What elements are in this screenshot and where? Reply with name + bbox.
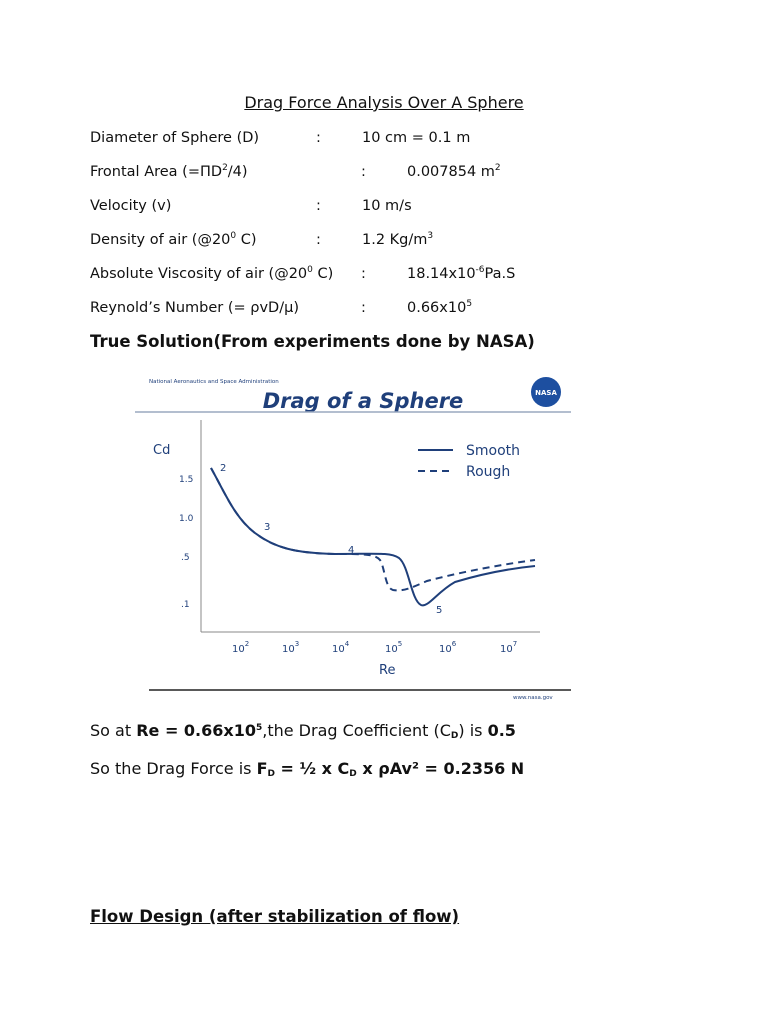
prop-value: 1.2 Kg/m3 (362, 231, 433, 249)
text: 10 cm = 0.1 m (362, 130, 471, 146)
exp: 5 (398, 640, 402, 648)
point-label: 4 (348, 545, 354, 556)
y-tick-label: 1.5 (179, 475, 193, 485)
credit: www.nasa.gov (513, 695, 553, 701)
x-tick-label: 107 (500, 640, 517, 655)
base: 10 (385, 644, 398, 655)
colon: : (361, 300, 366, 316)
text: Diameter of Sphere (D) (90, 130, 260, 146)
logo (531, 377, 561, 407)
text: F (256, 759, 268, 778)
text: ) is (458, 721, 488, 740)
colon: : (316, 130, 321, 146)
y-tick-label: 1.0 (179, 514, 194, 524)
colon: : (361, 164, 366, 180)
text: Re = 0.66x10 (136, 721, 256, 740)
text: C) (312, 266, 334, 282)
section-heading: True Solution(From experiments done by N… (90, 332, 535, 351)
text: /4) (227, 164, 248, 180)
y-label: Cd (153, 443, 170, 458)
point-label: 5 (436, 605, 442, 616)
text: 0.007854 m (407, 164, 495, 180)
sub: D (349, 769, 357, 779)
sup: 2 (494, 163, 501, 173)
x-tick-label: 102 (232, 640, 249, 655)
text: ,the Drag Coefficient (C (262, 721, 451, 740)
exp: 4 (345, 640, 350, 648)
text: = ½ x C (274, 759, 350, 778)
text: Velocity (v) (90, 198, 172, 214)
colon: : (316, 232, 321, 248)
text: 10 m/s (362, 198, 412, 214)
sup: 5 (466, 299, 473, 309)
text: 0.5 (487, 721, 516, 740)
prop-label: Frontal Area (=ΠD2/4) (90, 163, 248, 181)
prop-label: Density of air (@200 C) (90, 231, 257, 249)
text: Reynold’s Number (= ρvD/μ) (90, 300, 299, 316)
agency: National Aeronautics and Space Administr… (149, 379, 279, 385)
x-tick-label: 104 (332, 640, 350, 655)
x-tick-label: 105 (385, 640, 402, 655)
sup: 3 (427, 231, 434, 241)
base: 10 (332, 644, 345, 655)
text: 18.14x10 (407, 266, 476, 282)
result-line: So the Drag Force is FD = ½ x CD x ρAv² … (90, 759, 525, 779)
exp: 3 (295, 640, 299, 648)
prop-label: Reynold’s Number (= ρvD/μ) (90, 299, 299, 317)
x-tick-label: 103 (282, 640, 299, 655)
prop-value: 10 cm = 0.1 m (362, 129, 470, 147)
prop-label: Velocity (v) (90, 197, 171, 215)
base: 10 (232, 644, 245, 655)
sub: D (267, 769, 275, 779)
logo-text: NASA (535, 389, 557, 397)
point-label: 2 (220, 463, 226, 474)
section-heading: Flow Design (after stabilization of flow… (90, 907, 460, 926)
colon: : (361, 266, 366, 282)
exp: 7 (513, 640, 517, 648)
y-tick-label: .1 (181, 600, 190, 610)
sup: 0 (230, 231, 237, 241)
prop-value: 0.007854 m2 (407, 163, 501, 181)
prop-label: Diameter of Sphere (D) (90, 129, 259, 147)
base: 10 (500, 644, 513, 655)
text: Frontal Area (=ΠD (90, 164, 223, 180)
text: 1.2 Kg/m (362, 232, 428, 248)
text: Absolute Viscosity of air (@20 (90, 266, 308, 282)
smooth-curve (210, 467, 536, 607)
exp: 2 (245, 640, 249, 648)
y-tick-label: .5 (181, 553, 190, 563)
sup: 5 (255, 723, 263, 733)
prop-label: Absolute Viscosity of air (@200 C) (90, 265, 333, 283)
doc-title: Drag Force Analysis Over A Sphere (244, 93, 524, 112)
base: 10 (282, 644, 295, 655)
colon: : (316, 198, 321, 214)
point-label: 3 (264, 522, 270, 533)
prop-value: 18.14x10-6Pa.S (407, 265, 515, 283)
sup: 0 (307, 265, 313, 275)
drag-figure: National Aeronautics and Space Administr… (135, 377, 571, 701)
text: So the Drag Force is (90, 759, 257, 778)
rough-curve (210, 467, 536, 592)
text: x ρAv² = 0.2356 N (356, 759, 525, 778)
x-label: Re (379, 663, 395, 678)
text: Density of air (@20 (90, 232, 231, 248)
text: Pa.S (484, 266, 516, 282)
sup: -6 (475, 265, 485, 275)
sup: 2 (222, 163, 228, 173)
text: 0.66x10 (407, 300, 467, 316)
exp: 6 (452, 640, 457, 648)
figure-title: Drag of a Sphere (263, 389, 464, 413)
x-tick-label: 106 (439, 640, 457, 655)
text: So at (90, 721, 137, 740)
result-line: So at Re = 0.66x105,the Drag Coefficient… (90, 721, 516, 741)
legend-label: Rough (466, 464, 510, 480)
legend-label: Smooth (466, 443, 520, 459)
prop-value: 10 m/s (362, 197, 412, 215)
text: C) (236, 232, 257, 248)
prop-value: 0.66x105 (407, 299, 472, 317)
sub: D (450, 731, 459, 741)
base: 10 (439, 644, 452, 655)
